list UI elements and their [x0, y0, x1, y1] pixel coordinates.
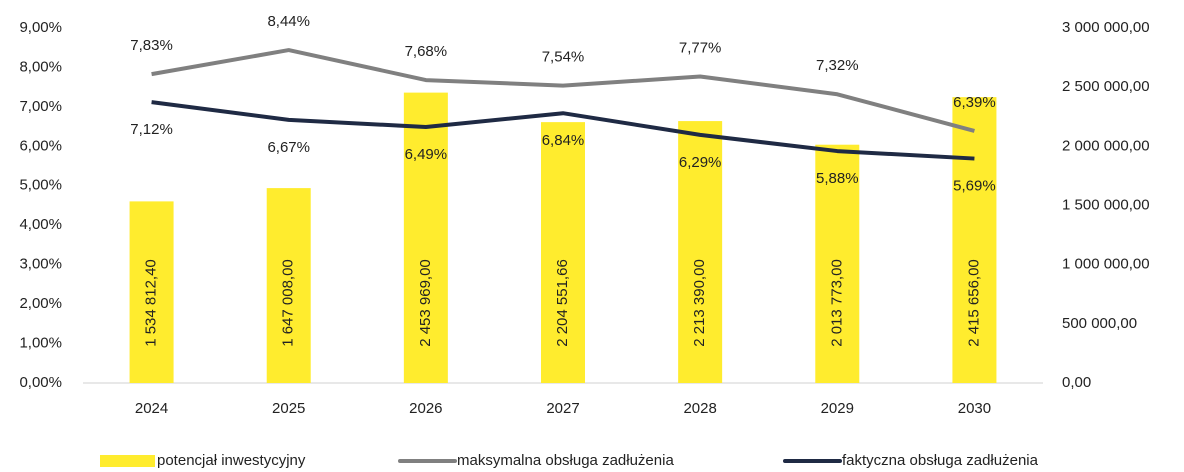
line-value-label: 7,83%	[130, 37, 173, 54]
y-tick-label: 2,00%	[19, 295, 62, 312]
line	[151, 100, 975, 161]
bar	[129, 201, 174, 383]
legend-label: potencjał inwestycyjny	[157, 452, 306, 469]
bar-value-label: 2 453 969,00	[417, 259, 434, 347]
y-tick-label: 5,00%	[19, 177, 62, 194]
x-tick-label: 2029	[821, 400, 854, 417]
legend-swatch	[100, 455, 155, 467]
line-value-label: 6,29%	[679, 154, 722, 171]
y2-tick-label: 2 500 000,00	[1062, 78, 1150, 95]
bar	[815, 144, 860, 383]
y-tick-label: 0,00%	[19, 374, 62, 391]
bar-value-label: 2 415 656,00	[965, 259, 982, 347]
line-value-label: 7,68%	[405, 43, 448, 60]
x-tick-label: 2030	[958, 400, 991, 417]
x-tick-label: 2027	[546, 400, 579, 417]
x-tick-label: 2024	[135, 400, 168, 417]
line-value-label: 6,84%	[542, 132, 585, 149]
y-tick-label: 6,00%	[19, 137, 62, 154]
line-value-label: 6,67%	[267, 139, 310, 156]
line-value-label: 7,32%	[816, 57, 859, 74]
legend-label: faktyczna obsługa zadłużenia	[842, 452, 1039, 469]
bar-value-label: 1 534 812,40	[143, 259, 160, 347]
bar-value-label: 2 213 390,00	[691, 259, 708, 347]
y2-tick-label: 1 000 000,00	[1062, 256, 1150, 273]
y-tick-label: 1,00%	[19, 335, 62, 352]
bar	[678, 121, 723, 383]
line-value-label: 5,69%	[953, 178, 996, 195]
y-tick-label: 7,00%	[19, 98, 62, 115]
line-value-label: 5,88%	[816, 170, 859, 187]
x-tick-label: 2028	[683, 400, 716, 417]
line-value-label: 6,39%	[953, 94, 996, 111]
bar	[403, 92, 448, 383]
bar-value-label: 2 013 773,00	[828, 259, 845, 347]
line	[151, 48, 975, 133]
legend-label: maksymalna obsługa zadłużenia	[457, 452, 674, 469]
x-tick-label: 2025	[272, 400, 305, 417]
y-tick-label: 8,00%	[19, 58, 62, 75]
x-tick-label: 2026	[409, 400, 442, 417]
bar-value-label: 1 647 008,00	[280, 259, 297, 347]
line-value-label: 6,49%	[405, 146, 448, 163]
y2-tick-label: 0,00	[1062, 374, 1091, 391]
bar	[952, 97, 997, 384]
bar	[541, 122, 585, 383]
line-value-label: 7,54%	[542, 49, 585, 66]
y-tick-label: 4,00%	[19, 216, 62, 233]
y2-tick-label: 2 000 000,00	[1062, 137, 1150, 154]
line-value-label: 7,77%	[679, 39, 722, 56]
line-value-label: 7,12%	[130, 121, 173, 138]
y2-tick-label: 3 000 000,00	[1062, 19, 1150, 36]
line-value-label: 8,44%	[267, 13, 310, 30]
y2-tick-label: 500 000,00	[1062, 315, 1137, 332]
y-tick-label: 3,00%	[19, 256, 62, 273]
bar-value-label: 2 204 551,66	[554, 259, 571, 347]
bar	[266, 188, 311, 383]
y2-tick-label: 1 500 000,00	[1062, 196, 1150, 213]
y-tick-label: 9,00%	[19, 19, 62, 36]
